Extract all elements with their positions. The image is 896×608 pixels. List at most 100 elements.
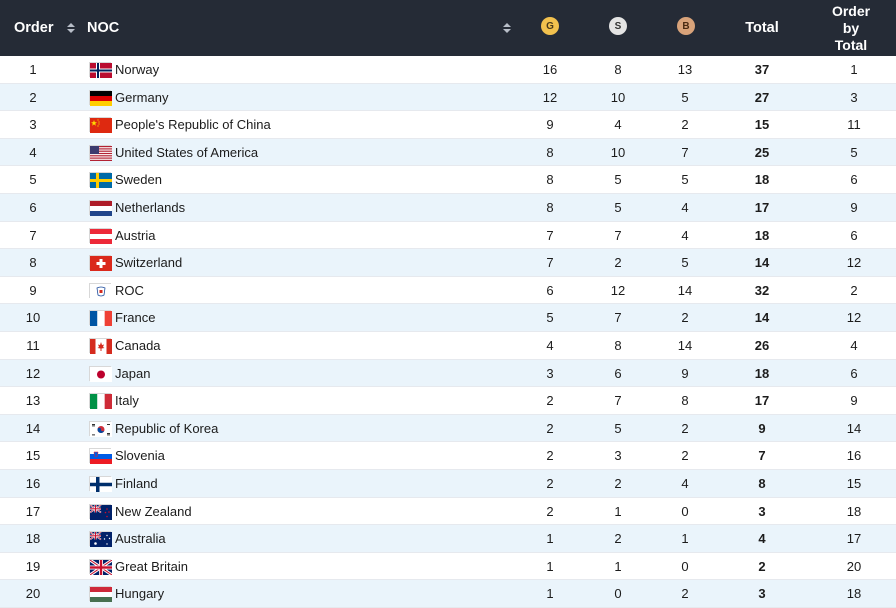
- cell-silver: 7: [614, 393, 622, 409]
- cell-noc-name[interactable]: Canada: [115, 337, 161, 353]
- cell-order-by-total: 11: [847, 117, 861, 133]
- cell-order-by-total: 4: [850, 337, 858, 353]
- cell-noc-name[interactable]: Finland: [115, 475, 158, 491]
- header-order[interactable]: Order: [14, 20, 54, 36]
- cell-order-by-total: 12: [846, 255, 862, 271]
- gold-medal-icon[interactable]: G: [541, 17, 559, 35]
- header-total[interactable]: Total: [745, 20, 779, 36]
- cell-order: 1: [29, 62, 37, 77]
- cell-order-by-total: 6: [850, 172, 858, 188]
- cell-total: 18: [754, 172, 770, 188]
- table-row[interactable]: 3 People's Republic of China 9 4 2 15 11: [0, 111, 896, 139]
- header-noc[interactable]: NOC: [87, 20, 120, 36]
- cell-noc-name[interactable]: Slovenia: [115, 448, 165, 464]
- cell-bronze: 1: [681, 531, 689, 547]
- cell-noc-name[interactable]: France: [115, 310, 156, 326]
- cell-silver: 6: [614, 365, 622, 381]
- sort-icon[interactable]: [502, 0, 512, 56]
- cell-noc-name[interactable]: ROC: [115, 282, 144, 298]
- sort-arrows-icon[interactable]: [66, 21, 76, 35]
- cell-total: 15: [754, 117, 770, 133]
- cell-noc-name[interactable]: Norway: [115, 62, 160, 77]
- cell-gold: 8: [546, 199, 554, 215]
- header-order-by-total-line: by: [842, 19, 860, 36]
- japan-flag-icon: [89, 360, 112, 387]
- cell-noc-name[interactable]: Switzerland: [115, 255, 183, 271]
- table-header: Order NOC G S B Total Order by Total: [0, 0, 896, 56]
- table-row[interactable]: 2 Germany 12 10 5 27 3: [0, 83, 896, 112]
- cell-noc-name[interactable]: Republic of Korea: [115, 420, 219, 436]
- cell-noc-name[interactable]: Netherlands: [115, 199, 186, 215]
- cell-bronze: 7: [681, 144, 689, 160]
- cell-noc-name[interactable]: Australia: [115, 531, 166, 547]
- cell-order: 12: [25, 365, 41, 381]
- cell-gold: 12: [542, 89, 558, 105]
- cell-order-by-total: 1: [850, 62, 858, 77]
- cell-order: 17: [25, 503, 41, 519]
- cell-bronze: 8: [681, 393, 689, 409]
- cell-noc-name[interactable]: Hungary: [115, 586, 165, 602]
- cell-order-by-total: 17: [846, 531, 862, 547]
- cell-order: 20: [25, 586, 41, 602]
- cell-silver: 8: [614, 337, 622, 353]
- table-row[interactable]: 14 Republic of Korea 2 5 2 9 14: [0, 414, 896, 443]
- cell-gold: 2: [546, 475, 554, 491]
- header-order-by-total[interactable]: Order by Total: [806, 0, 896, 56]
- table-row[interactable]: 13 Italy 2 7 8 17 9: [0, 387, 896, 415]
- cell-silver: 5: [614, 172, 622, 188]
- cell-bronze: 4: [681, 475, 689, 491]
- table-row[interactable]: 17 New Zealand 2 1 0 3 18: [0, 497, 896, 526]
- cell-order-by-total: 18: [846, 503, 862, 519]
- cell-noc-name[interactable]: Austria: [115, 227, 156, 243]
- cell-noc-name[interactable]: New Zealand: [115, 503, 192, 519]
- cell-noc-name[interactable]: People's Republic of China: [115, 117, 271, 133]
- table-row[interactable]: 5 Sweden 8 5 5 18 6: [0, 166, 896, 194]
- cell-silver: 3: [614, 448, 622, 464]
- cell-order: 16: [25, 475, 41, 491]
- table-row[interactable]: 6 Netherlands 8 5 4 17 9: [0, 193, 896, 222]
- cell-bronze: 2: [681, 586, 689, 602]
- cell-gold: 8: [546, 144, 554, 160]
- cell-total: 3: [758, 586, 766, 602]
- cell-silver: 4: [614, 117, 622, 133]
- australia-flag-icon: [89, 525, 112, 552]
- table-row[interactable]: 18 Australia 1 2 1 4 17: [0, 525, 896, 553]
- cell-gold: 5: [546, 310, 554, 326]
- cell-silver: 10: [610, 89, 626, 105]
- table-row[interactable]: 12 Japan 3 6 9 18 6: [0, 359, 896, 388]
- cell-bronze: 14: [677, 282, 693, 298]
- finland-flag-icon: [89, 470, 112, 497]
- cell-gold: 1: [546, 558, 554, 574]
- cell-noc-name[interactable]: United States of America: [115, 144, 259, 160]
- cell-total: 26: [754, 337, 770, 353]
- header-order-by-total-line: Total: [834, 36, 868, 53]
- cell-total: 14: [754, 255, 770, 271]
- cell-gold: 1: [546, 531, 554, 547]
- bronze-medal-icon[interactable]: B: [677, 17, 695, 35]
- table-row[interactable]: 4 United States of America 8 10 7 25 5: [0, 138, 896, 167]
- cell-noc-name[interactable]: Italy: [115, 393, 139, 409]
- cell-order-by-total: 18: [846, 586, 862, 602]
- cell-silver: 1: [614, 503, 622, 519]
- table-row[interactable]: 8 Switzerland 7 2 5 14 12: [0, 249, 896, 277]
- cell-bronze: 5: [681, 89, 689, 105]
- silver-medal-icon[interactable]: S: [609, 17, 627, 35]
- table-row[interactable]: 16 Finland 2 2 4 8 15: [0, 469, 896, 498]
- sort-icon[interactable]: [66, 0, 76, 56]
- table-row[interactable]: 11 Canada 4 8 14 26 4: [0, 331, 896, 360]
- cell-bronze: 5: [681, 172, 689, 188]
- cell-noc-name[interactable]: Sweden: [115, 172, 162, 188]
- table-row[interactable]: 7 Austria 7 7 4 18 6: [0, 221, 896, 250]
- table-row[interactable]: 10 France 5 7 2 14 12: [0, 304, 896, 332]
- cell-noc-name[interactable]: Germany: [115, 89, 169, 105]
- cell-noc-name[interactable]: Japan: [115, 365, 151, 381]
- cell-order: 18: [25, 531, 41, 547]
- table-row[interactable]: 15 Slovenia 2 3 2 7 16: [0, 442, 896, 470]
- cell-noc-name[interactable]: Great Britain: [115, 558, 188, 574]
- sort-arrows-icon[interactable]: [502, 21, 512, 35]
- cell-order-by-total: 15: [846, 475, 862, 491]
- table-row[interactable]: 9 ROC 6 12 14 32 2: [0, 276, 896, 305]
- table-row[interactable]: 19 Great Britain 1 1 0 2 20: [0, 552, 896, 581]
- table-row[interactable]: 1 Norway 16 8 13 37 1: [0, 56, 896, 84]
- table-row[interactable]: 20 Hungary 1 0 2 3 18: [0, 580, 896, 608]
